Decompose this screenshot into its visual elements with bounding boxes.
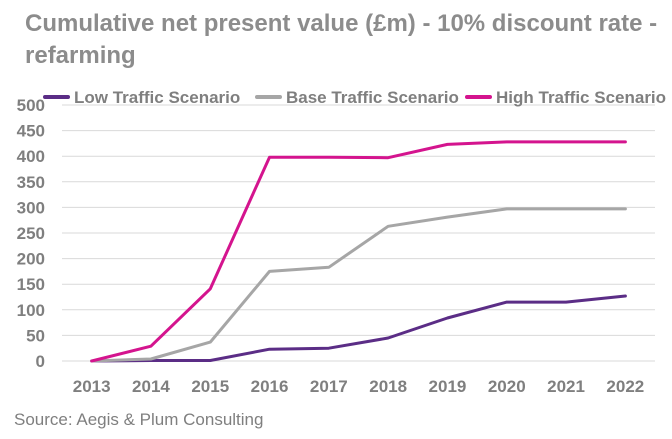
chart-title: Cumulative net present value (£m) - 10% …	[25, 10, 658, 69]
x-tick-label: 2017	[310, 377, 348, 396]
x-tick-label: 2021	[547, 377, 585, 396]
y-tick-label: 150	[17, 275, 45, 294]
x-tick-label: 2014	[132, 377, 170, 396]
series-lines	[90, 140, 627, 363]
y-tick-label: 200	[17, 250, 45, 269]
y-tick-label: 100	[17, 301, 45, 320]
y-tick-label: 0	[36, 352, 45, 371]
source-note: Source: Aegis & Plum Consulting	[14, 410, 264, 429]
legend-label: Low Traffic Scenario	[74, 88, 240, 107]
x-tick-label: 2013	[73, 377, 111, 396]
y-tick-label: 500	[17, 96, 45, 115]
x-tick-label: 2016	[251, 377, 289, 396]
x-tick-label: 2022	[606, 377, 644, 396]
y-tick-label: 250	[17, 224, 45, 243]
y-tick-label: 400	[17, 147, 45, 166]
series-line-1	[90, 294, 627, 363]
y-axis-ticks: 0 50 100 150 200 250 300 350 400 450 500	[17, 96, 45, 371]
x-tick-label: 2019	[429, 377, 467, 396]
y-tick-label: 450	[17, 122, 45, 141]
x-tick-label: 2020	[488, 377, 526, 396]
legend: Low Traffic Scenario Base Traffic Scenari…	[43, 88, 666, 107]
series-line-3	[90, 140, 627, 363]
y-tick-label: 300	[17, 198, 45, 217]
y-tick-label: 350	[17, 173, 45, 192]
x-tick-label: 2015	[191, 377, 229, 396]
y-tick-label: 50	[26, 326, 45, 345]
legend-label: Base Traffic Scenario	[286, 88, 459, 107]
legend-label: High Traffic Scenario	[496, 88, 666, 107]
series-line-2	[90, 207, 627, 363]
x-tick-label: 2018	[369, 377, 407, 396]
x-axis-ticks: 2013 2014 2015 2016 2017 2018 2019 2020 2021 2022	[73, 377, 645, 396]
